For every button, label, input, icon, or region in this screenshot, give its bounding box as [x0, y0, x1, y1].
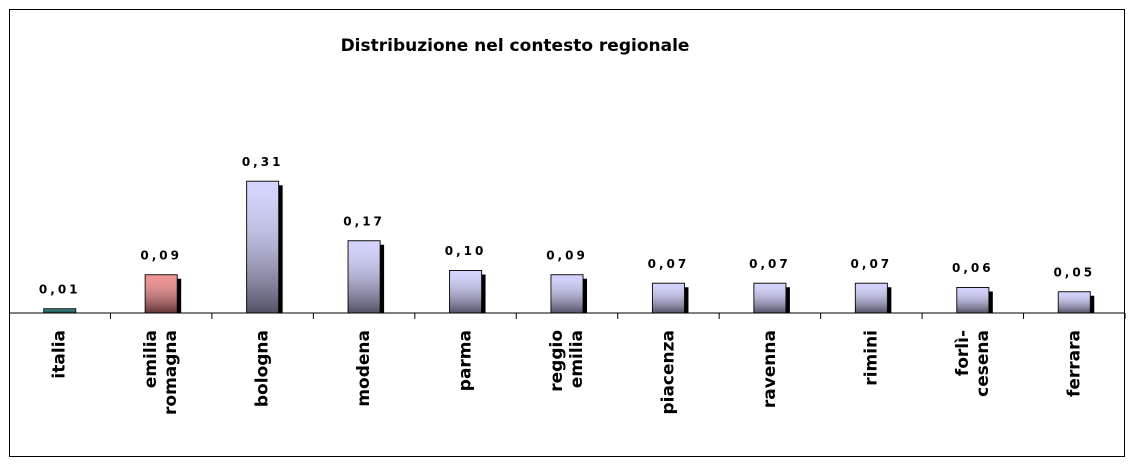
- value-label: 0,07: [851, 257, 893, 271]
- x-tick-label: rimini: [861, 330, 881, 386]
- x-tick-label: parma: [456, 330, 476, 391]
- bar-shade: [348, 240, 381, 313]
- bar-shade: [145, 274, 178, 313]
- bar-shade: [753, 283, 786, 313]
- x-tick-label: modena: [354, 330, 374, 407]
- value-label: 0,06: [952, 261, 994, 275]
- x-tick-label: bologna: [253, 330, 273, 407]
- x-tick-label: ferrara: [1064, 330, 1084, 397]
- x-tick-label: ravenna: [760, 330, 780, 408]
- value-label: 0,09: [140, 248, 182, 262]
- chart-title: Distribuzione nel contesto regionale: [341, 36, 690, 56]
- value-label: 0,01: [39, 282, 81, 296]
- value-label: 0,07: [648, 257, 690, 271]
- bar-shade: [956, 287, 989, 313]
- bar-shade: [1058, 291, 1091, 313]
- value-label: 0,10: [445, 244, 487, 258]
- value-label: 0,07: [749, 257, 791, 271]
- value-label: 0,31: [242, 155, 284, 169]
- x-tick-label: piacenza: [658, 330, 678, 415]
- value-label: 0,09: [546, 248, 588, 262]
- bar-shade: [855, 283, 888, 313]
- bar-shade: [449, 270, 482, 313]
- x-tick-label: italia: [50, 330, 70, 379]
- bar-shade: [551, 274, 583, 313]
- x-tick-label: reggioemilia: [547, 330, 587, 392]
- frame: [9, 9, 1125, 457]
- bar-shade: [652, 283, 685, 313]
- bar-shade: [43, 308, 76, 313]
- value-label: 0,05: [1053, 265, 1095, 279]
- value-label: 0,17: [343, 214, 385, 228]
- bar-shade: [246, 181, 279, 313]
- x-tick-label: forlì-cesena: [953, 330, 993, 397]
- x-tick-label: emiliaromagna: [141, 330, 181, 415]
